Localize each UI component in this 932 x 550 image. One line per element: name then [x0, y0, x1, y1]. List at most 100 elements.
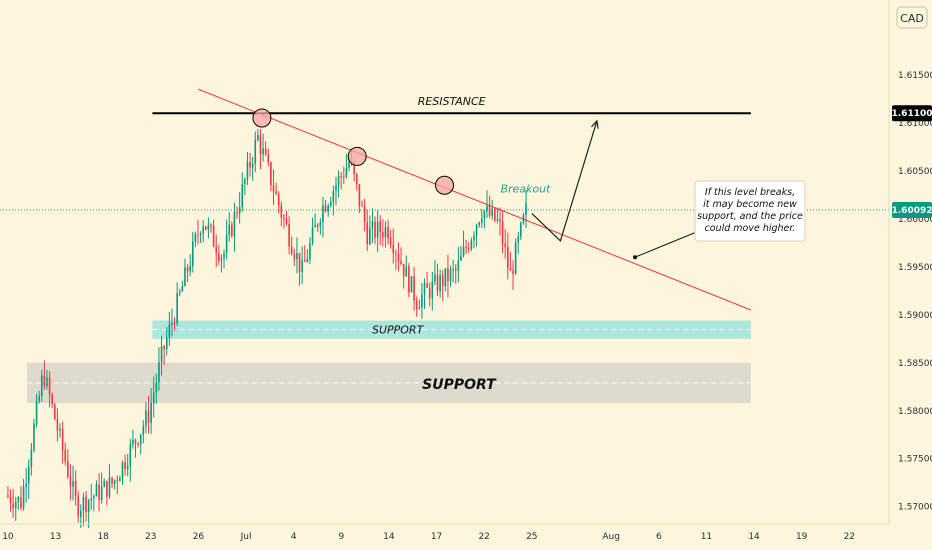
candle [301, 246, 303, 285]
candle-body [207, 224, 210, 230]
candle [95, 480, 98, 497]
candle-body [257, 135, 259, 141]
candle [98, 473, 100, 512]
candle [27, 459, 30, 500]
candle [415, 296, 418, 317]
candle-body [163, 346, 165, 350]
candle [228, 211, 231, 242]
candle [93, 494, 95, 512]
candle-body [142, 426, 145, 435]
candle-body [520, 222, 522, 237]
candle-body [165, 337, 168, 350]
current-price-tag [892, 201, 932, 218]
resistance-price-tag [892, 105, 932, 122]
candle-body [64, 449, 67, 462]
candle [454, 264, 457, 284]
candle-body [264, 148, 267, 155]
price-axis[interactable]: 1.61500 1.61000 1.60500 1.60000 1.59500 1.590… [892, 71, 932, 513]
candle-body [38, 396, 40, 402]
candle [400, 247, 402, 266]
time-axis[interactable]: 10 13 18 23 26 Jul 4 9 14 17 22 25 Aug 6 11 14 19 22 [2, 532, 855, 542]
candle-body [275, 191, 277, 194]
candle [413, 267, 415, 311]
price-tick-label: 1.60000 [898, 215, 932, 225]
candle [478, 221, 480, 228]
candle-body [270, 162, 272, 186]
candle-body [98, 484, 100, 501]
candle [9, 489, 12, 512]
currency-label: CAD [900, 12, 924, 25]
candle [488, 195, 491, 219]
candle [434, 260, 436, 286]
candle-body [480, 218, 483, 223]
price-tick-label: 1.61500 [898, 71, 932, 81]
candle [322, 196, 324, 238]
candle [395, 249, 397, 270]
candle-body [418, 307, 421, 310]
time-tick-label: 23 [145, 532, 156, 542]
touch-circle [347, 146, 367, 166]
candle-body [228, 224, 231, 236]
candle-body [348, 162, 350, 168]
candle-body [223, 253, 225, 259]
candle [249, 152, 251, 177]
candle-body [509, 267, 512, 271]
candle-body [48, 377, 51, 395]
candle-body [27, 466, 30, 484]
candle-body [374, 221, 376, 238]
candle-body [212, 226, 215, 247]
candle [207, 217, 210, 239]
candle-body [85, 496, 87, 512]
candle-body [332, 190, 335, 203]
currency-box[interactable] [896, 6, 928, 29]
candle [384, 221, 387, 248]
candle-body [454, 268, 457, 271]
price-tick-label: 1.58000 [898, 407, 932, 417]
candle-body [324, 205, 327, 212]
candle-body [496, 219, 499, 221]
candle [439, 269, 441, 298]
candle [215, 234, 218, 268]
candle [337, 170, 340, 198]
candle-body [7, 495, 9, 497]
candle-body [74, 480, 77, 497]
candle-body [504, 243, 507, 248]
candle [85, 491, 87, 522]
candle [408, 263, 410, 298]
candle-body [314, 224, 316, 228]
candle [218, 244, 220, 266]
candle-body [337, 176, 340, 186]
candle [428, 282, 431, 307]
candle-body [361, 205, 363, 207]
candle [106, 480, 108, 506]
candle [165, 327, 168, 356]
candle [124, 454, 126, 476]
candle [163, 344, 165, 365]
candle [382, 219, 384, 247]
candle [116, 475, 119, 495]
candle [345, 153, 348, 179]
candle [275, 182, 277, 195]
annotation-labels: RESISTANCE SUPPORT SUPPORT Breakout If this … [372, 95, 806, 393]
candle [460, 245, 462, 262]
candle [397, 242, 400, 272]
candle [283, 214, 285, 229]
candle-body [40, 375, 43, 397]
candle-body [111, 477, 113, 484]
candle [512, 260, 514, 290]
candle [376, 210, 379, 252]
candle-body [405, 266, 408, 277]
candle [288, 216, 290, 255]
candle [262, 133, 264, 162]
candle [147, 395, 150, 434]
candle-body [139, 434, 142, 445]
candle [152, 376, 155, 418]
candle-body [30, 449, 33, 467]
candle-body [194, 234, 197, 242]
candle [342, 166, 345, 185]
candle [327, 203, 329, 217]
candle [155, 373, 158, 404]
candle-body [493, 208, 496, 221]
candle-body [238, 207, 241, 214]
